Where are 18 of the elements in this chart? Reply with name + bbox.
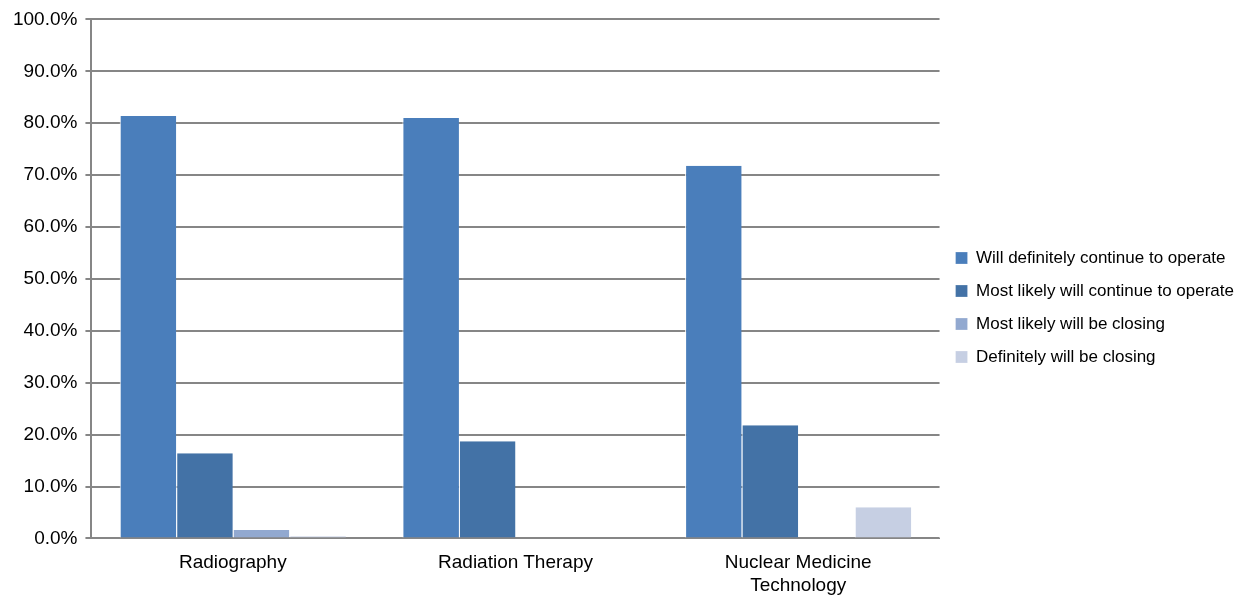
x-tick-label: Radiation Therapy [438, 551, 594, 573]
y-tick-label: 20.0% [23, 422, 78, 444]
x-tick-label: Nuclear Medicine Technology [724, 551, 872, 595]
y-tick-label: 30.0% [23, 370, 78, 392]
y-tick-label: 90.0% [23, 59, 78, 81]
y-tick-label: 100.0% [12, 7, 78, 29]
legend-label: Most likely will continue to operate [976, 280, 1235, 300]
y-tick-label: 10.0% [23, 474, 78, 496]
y-tick-label: 50.0% [23, 267, 78, 289]
y-tick-label: 40.0% [23, 319, 78, 341]
y-tick-label: 60.0% [23, 215, 78, 237]
legend-label: Definitely will be closing [976, 346, 1156, 366]
y-tick-label: 0.0% [34, 526, 78, 548]
x-tick-label: Radiography [178, 551, 288, 573]
y-tick-label: 80.0% [23, 111, 78, 133]
legend-label: Most likely will be closing [976, 313, 1165, 333]
y-tick-label: 70.0% [23, 163, 78, 185]
legend-label: Will definitely continue to operate [976, 247, 1226, 267]
